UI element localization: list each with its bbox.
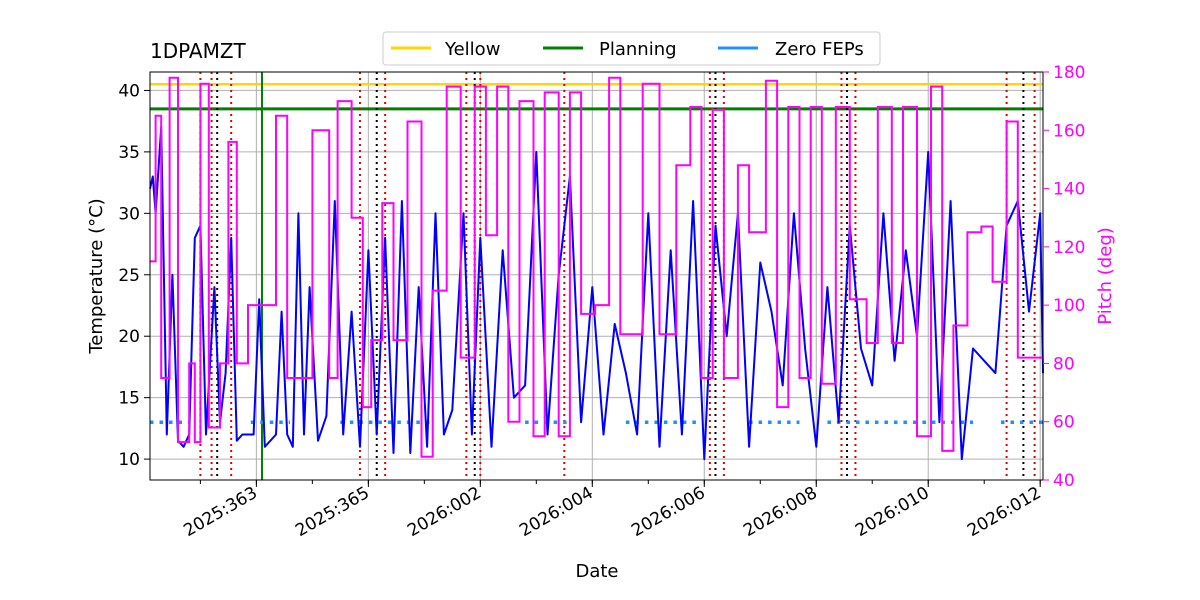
- x-axis-label: Date: [575, 561, 618, 582]
- legend-box: [382, 31, 881, 66]
- legend-label-zero-feps: Zero FEPs: [775, 39, 864, 60]
- y-tick-label: 20: [118, 327, 140, 347]
- chart-title: 1DPAMZT: [150, 39, 247, 63]
- y2-tick-label: 160: [1053, 121, 1085, 141]
- x-axis: 2025:363 2025:365 2026:002 2026:004 2026:006…: [180, 480, 1045, 541]
- x-tick-label: 2026:004: [516, 483, 597, 541]
- y-tick-label: 10: [118, 450, 140, 470]
- pitch-series: [150, 76, 1043, 458]
- y-tick-label: 15: [118, 389, 140, 409]
- y-axis-label: Temperature (°C): [86, 198, 107, 354]
- y2-tick-label: 80: [1053, 354, 1075, 374]
- x-tick-label: 2026:002: [404, 483, 485, 541]
- pitch-line: [150, 76, 1043, 458]
- y2-tick-label: 40: [1053, 471, 1075, 491]
- y2-tick-label: 120: [1053, 238, 1085, 258]
- y2-tick-label: 100: [1053, 296, 1085, 316]
- y2-axis-label: Pitch (deg): [1095, 227, 1116, 325]
- legend-label-planning: Planning: [599, 39, 677, 60]
- y2-tick-label: 180: [1053, 63, 1085, 83]
- y2-tick-label: 60: [1053, 413, 1075, 433]
- x-tick-label: 2026:008: [740, 483, 821, 541]
- legend-label-yellow: Yellow: [444, 39, 500, 60]
- x-tick-label: 2025:365: [292, 483, 373, 541]
- plot-frame: [149, 71, 1044, 481]
- x-tick-label: 2026:006: [628, 483, 709, 541]
- x-tick-label: 2026:010: [852, 483, 933, 541]
- x-tick-label: 2025:363: [180, 483, 261, 541]
- y-axis-right: 40 60 80 100 120 140 160 180: [1043, 63, 1085, 491]
- y-tick-label: 25: [118, 266, 140, 286]
- y-tick-label: 30: [118, 204, 140, 224]
- y2-tick-label: 140: [1053, 180, 1085, 200]
- x-tick-label: 2026:012: [964, 483, 1045, 541]
- y-axis-left: 10 15 20 25 30 35 40: [118, 81, 150, 470]
- y-tick-label: 35: [118, 143, 140, 163]
- temperature-series: [149, 126, 1044, 461]
- temperature-line: [149, 126, 1044, 461]
- limit-lines: [150, 83, 1043, 111]
- y-tick-label: 40: [118, 81, 140, 101]
- legend: Yellow Planning Zero FEPs: [382, 31, 881, 66]
- grid: [150, 72, 1043, 480]
